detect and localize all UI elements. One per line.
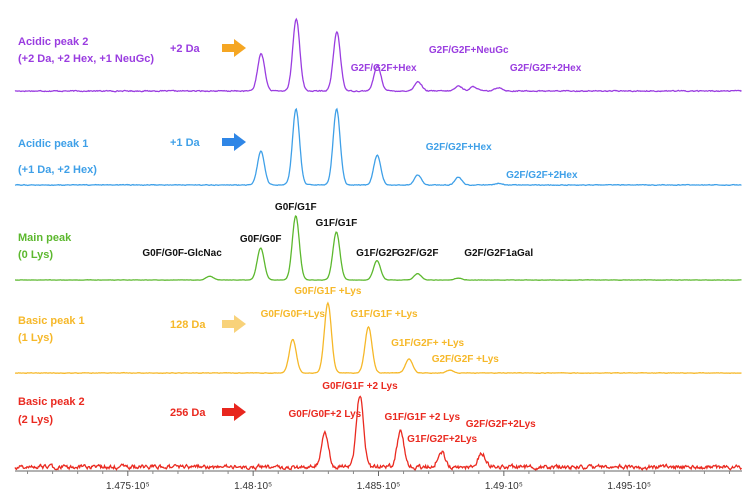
trace-layer: [14, 17, 743, 471]
peak-label-1-2: G2F/G2F+NeuGc: [429, 45, 509, 56]
peak-label-4-4: G1F/G2F+ +Lys: [391, 338, 464, 349]
mass-shift-label-2: +1 Da: [170, 137, 201, 149]
mass-shift-label-4: 128 Da: [170, 319, 206, 331]
shift-arrow-2: [222, 133, 246, 151]
peak-label-1-1: G2F/G2F+Hex: [351, 63, 417, 74]
x-tick-label-1: 1.475·10⁵: [106, 481, 150, 492]
series-name-4: Basic peak 1: [18, 315, 85, 327]
spectrum-trace-3: [15, 215, 742, 281]
mass-shift-label-5: 256 Da: [170, 407, 206, 419]
peak-label-5-3: G1F/G1F +2 Lys: [385, 412, 461, 423]
series-sub-2: (+1 Da, +2 Hex): [18, 164, 97, 176]
x-tick-label-3: 1.485·10⁵: [357, 481, 401, 492]
peak-label-5-1: G0F/G0F+2 Lys: [288, 409, 361, 420]
series-name-5: Basic peak 2: [18, 396, 85, 408]
spectrum-trace-4: [15, 301, 742, 374]
shift-arrow-5: [222, 403, 246, 421]
shift-arrow-1: [222, 39, 246, 57]
peak-label-4-3: G1F/G1F +Lys: [350, 309, 418, 320]
peak-label-3-7: G2F/G2F1aGal: [464, 248, 533, 259]
mass-shift-label-1: +2 Da: [170, 43, 201, 55]
x-tick-label-5: 1.495·10⁵: [607, 481, 651, 492]
series-name-3: Main peak: [18, 232, 72, 244]
peak-label-4-5: G2F/G2F +Lys: [432, 354, 500, 365]
x-tick-label-2: 1.48·10⁵: [234, 481, 272, 492]
peak-label-2-1: G2F/G2F+Hex: [426, 142, 492, 153]
series-sub-5: (2 Lys): [18, 414, 53, 426]
peak-label-4-2: G0F/G1F +Lys: [294, 286, 362, 297]
x-axis: 1.475·10⁵ 1.48·10⁵ 1.485·10⁵ 1.49·10⁵ 1.495·…: [15, 470, 742, 492]
spectrum-trace-2: [14, 107, 742, 187]
peak-label-3-1: G0F/G0F-GlcNac: [142, 248, 222, 259]
series-sub-1: (+2 Da, +2 Hex, +1 NeuGc): [18, 53, 154, 65]
peak-label-5-4: G1F/G2F+2Lys: [407, 434, 477, 445]
spectrum-trace-1: [14, 17, 742, 93]
label-layer: Acidic peak 2 (+2 Da, +2 Hex, +1 NeuGc) +2…: [18, 36, 582, 445]
peak-label-4-1: G0F/G0F+Lys: [261, 309, 326, 320]
peak-label-5-2: G0F/G1F +2 Lys: [322, 381, 398, 392]
peak-label-3-6: G2F/G2F: [397, 248, 439, 259]
peak-label-3-5: G1F/G2F: [356, 248, 398, 259]
peak-label-3-2: G0F/G0F: [240, 234, 282, 245]
spectrum-trace-5: [14, 395, 743, 471]
shift-arrow-4: [222, 315, 246, 333]
series-name-2: Acidic peak 1: [18, 138, 88, 150]
series-sub-3: (0 Lys): [18, 249, 53, 261]
peak-label-2-2: G2F/G2F+2Hex: [506, 170, 578, 181]
peak-label-5-5: G2F/G2F+2Lys: [466, 419, 536, 430]
peak-label-3-3: G0F/G1F: [275, 202, 317, 213]
peak-label-3-4: G1F/G1F: [316, 218, 358, 229]
x-tick-label-4: 1.49·10⁵: [485, 481, 523, 492]
series-sub-4: (1 Lys): [18, 332, 53, 344]
peak-label-1-3: G2F/G2F+2Hex: [510, 63, 582, 74]
series-name-1: Acidic peak 2: [18, 36, 88, 48]
